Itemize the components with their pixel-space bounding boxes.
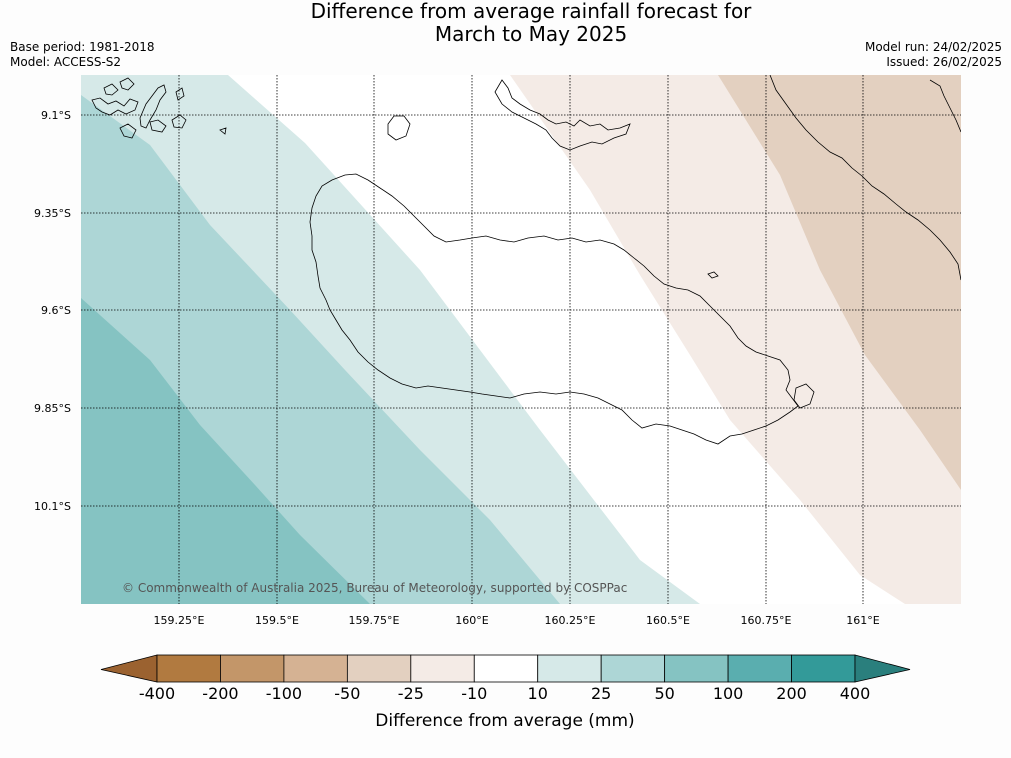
coastlines bbox=[91, 75, 961, 445]
coast-malaita bbox=[769, 75, 961, 281]
lon-label: 161°E bbox=[846, 614, 879, 627]
map-panel: © Commonwealth of Australia 2025, Bureau… bbox=[81, 75, 961, 604]
coast-nw-islet-3 bbox=[149, 119, 167, 133]
lat-label: 10.1°S bbox=[34, 500, 71, 513]
lon-label: 160°E bbox=[455, 614, 488, 627]
colorbar-segment bbox=[791, 654, 856, 683]
colorbar-tick-label: 10 bbox=[528, 684, 548, 703]
title-line-2: March to May 2025 bbox=[434, 22, 628, 46]
colorbar-tick-label: -10 bbox=[461, 684, 487, 703]
coast-nw-islands bbox=[91, 97, 139, 116]
coast-nw-islet bbox=[119, 123, 137, 139]
lon-label: 160.75°E bbox=[741, 614, 792, 627]
wet-50-100-zone bbox=[81, 298, 370, 604]
lat-label: 9.6°S bbox=[41, 304, 71, 317]
colorbar-tick-label: 200 bbox=[776, 684, 807, 703]
coast-nw-islet-2 bbox=[171, 87, 227, 135]
coast-nw-islands-2 bbox=[103, 77, 135, 96]
colorbar-tick-label: -25 bbox=[398, 684, 424, 703]
colorbar: -400 -200 -100 -50 -25 -10 10 25 50 100 200 400 bbox=[100, 654, 911, 703]
colorbar-segment bbox=[410, 654, 475, 683]
lon-label: 160.25°E bbox=[545, 614, 596, 627]
model-run: Model run: 24/02/2025 bbox=[864, 40, 1002, 54]
coast-small-island bbox=[387, 115, 411, 141]
model-name: Model: ACCESS-S2 bbox=[10, 55, 122, 69]
map-title: Difference from average rainfall forecas… bbox=[0, 0, 1011, 46]
graticule bbox=[81, 75, 961, 604]
colorbar-tick-label: -100 bbox=[266, 684, 302, 703]
latitude-labels: 9.1°S 9.35°S 9.6°S 9.85°S 10.1°S bbox=[34, 109, 71, 513]
colorbar-segment bbox=[537, 654, 602, 683]
colorbar-segment bbox=[600, 654, 666, 683]
colorbar-tick-label: -400 bbox=[139, 684, 175, 703]
lat-label: 9.1°S bbox=[41, 109, 71, 122]
meta-left: Base period: 1981-2018 Model: ACCESS-S2 bbox=[10, 40, 155, 70]
colorbar-tick-label: 50 bbox=[654, 684, 674, 703]
colorbar-segment bbox=[664, 654, 729, 683]
coast-ne bbox=[929, 79, 961, 133]
colorbar-tick-label: 100 bbox=[713, 684, 744, 703]
lon-label: 160.5°E bbox=[646, 614, 690, 627]
lat-label: 9.35°S bbox=[34, 207, 71, 220]
colorbar-tick-label: -50 bbox=[334, 684, 360, 703]
colorbar-title: Difference from average (mm) bbox=[375, 711, 634, 731]
coast-nw-long-island bbox=[139, 84, 167, 129]
colorbar-segment bbox=[220, 654, 285, 683]
coast-islet-mid bbox=[707, 271, 719, 279]
colorbar-tick-label: 25 bbox=[591, 684, 611, 703]
colorbar-segment bbox=[156, 654, 221, 683]
base-period: Base period: 1981-2018 bbox=[10, 40, 155, 54]
colorbar-segment bbox=[346, 654, 412, 683]
lon-label: 159.25°E bbox=[154, 614, 205, 627]
coast-florida-islands bbox=[494, 79, 631, 151]
colorbar-segment bbox=[473, 654, 539, 683]
longitude-labels: 159.25°E 159.5°E 159.75°E 160°E 160.25°E 160.… bbox=[154, 614, 880, 627]
lon-label: 159.5°E bbox=[255, 614, 299, 627]
colorbar-tick-label: -200 bbox=[202, 684, 238, 703]
lon-label: 159.75°E bbox=[349, 614, 400, 627]
meta-right: Model run: 24/02/2025 Issued: 26/02/2025 bbox=[865, 40, 1002, 70]
colorbar-extend-low bbox=[100, 654, 158, 683]
colorbar-extend-high bbox=[854, 654, 911, 683]
copyright-text: © Commonwealth of Australia 2025, Bureau… bbox=[122, 581, 627, 595]
colorbar-segment bbox=[283, 654, 348, 683]
issued-date: Issued: 26/02/2025 bbox=[886, 55, 1002, 69]
title-line-1: Difference from average rainfall forecas… bbox=[310, 0, 752, 23]
coast-guadalcanal bbox=[309, 173, 799, 445]
dry-25-50-zone bbox=[718, 75, 961, 490]
lat-label: 9.85°S bbox=[34, 402, 71, 415]
colorbar-tick-label: 400 bbox=[840, 684, 871, 703]
colorbar-segment bbox=[727, 654, 792, 683]
coast-makira-islets bbox=[793, 383, 815, 409]
